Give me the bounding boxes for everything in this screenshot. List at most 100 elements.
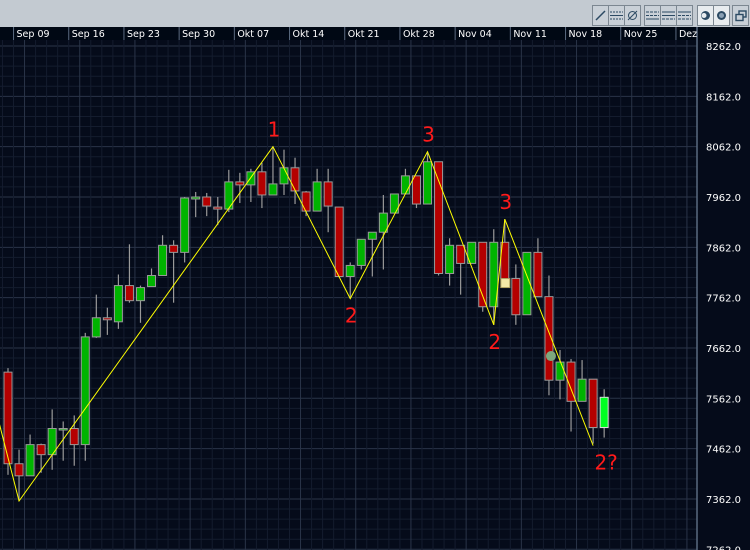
candle-body	[478, 241, 488, 308]
candle	[588, 378, 598, 444]
window-tools-group	[732, 5, 749, 26]
x-tick-label: Nov 11	[513, 29, 547, 40]
y-tick-label: 7362.0	[706, 495, 741, 506]
candle-body	[456, 244, 466, 264]
layout-tools-group	[644, 5, 693, 26]
candle	[445, 238, 455, 286]
square-marker	[500, 278, 511, 289]
candle	[478, 241, 488, 312]
grid-layout-3-button[interactable]	[677, 6, 692, 25]
circle-style-1-icon	[701, 11, 710, 20]
candle-body	[301, 191, 311, 212]
candlestick-chart: Sep 09 Sep 16 Sep 23 Sep 30 Okt 07 Okt 14 Okt …	[0, 27, 750, 550]
y-axis: 8262.0 8162.0 8062.0 7962.0 7862.0 7762.0 7662…	[706, 42, 741, 550]
no-draw-button[interactable]	[625, 6, 640, 25]
candle	[14, 449, 24, 501]
markers	[500, 278, 556, 362]
candle-body	[566, 361, 576, 402]
wave-label: 2	[488, 330, 501, 354]
circle-style-2-button[interactable]	[714, 6, 729, 25]
window-restore-button[interactable]	[733, 6, 748, 25]
wave-label: 1	[268, 118, 281, 142]
candle	[411, 175, 421, 209]
candle	[312, 168, 322, 212]
candle-body	[312, 181, 322, 212]
candle	[135, 285, 145, 323]
grid-layout-1-button[interactable]	[645, 6, 661, 25]
candle-body	[135, 287, 145, 302]
style-tools-group	[697, 5, 730, 26]
wave-label: 3	[422, 123, 435, 147]
line-draw-button[interactable]	[593, 6, 609, 25]
candle-body	[235, 181, 245, 186]
candle-body	[91, 317, 101, 338]
candle-body	[25, 444, 35, 477]
x-tick-label: Sep 09	[17, 29, 50, 40]
y-tick-label: 7462.0	[706, 445, 741, 456]
horizontal-lines-button[interactable]	[609, 6, 625, 25]
candle-body	[555, 361, 565, 381]
candle	[423, 151, 433, 205]
candle	[268, 146, 278, 196]
candle-body	[58, 428, 68, 431]
candle	[533, 238, 543, 298]
candle-body	[367, 231, 377, 240]
candle	[467, 241, 477, 264]
candle-body	[356, 238, 366, 266]
candle	[80, 332, 90, 461]
candle	[158, 235, 168, 277]
candle-body	[522, 251, 532, 316]
candle	[246, 168, 256, 203]
candle	[147, 268, 157, 288]
candle	[566, 359, 576, 432]
x-tick-label: Sep 16	[72, 29, 105, 40]
candle	[180, 196, 190, 263]
candle-body	[411, 175, 421, 205]
circle-marker	[545, 351, 556, 362]
x-tick-label: Okt 07	[237, 29, 269, 40]
candle-body	[588, 378, 598, 429]
candle-body	[268, 183, 278, 196]
candle	[323, 168, 333, 233]
candle	[456, 244, 466, 295]
candle-body	[113, 285, 123, 323]
grid-layout-1-icon	[646, 11, 659, 20]
candle-body	[533, 251, 543, 298]
line-draw-icon	[595, 10, 606, 21]
candle-body	[202, 196, 212, 207]
y-tick-label: 8062.0	[706, 143, 741, 154]
y-tick-label: 8262.0	[706, 42, 741, 53]
y-tick-label: 7762.0	[706, 294, 741, 305]
candle	[191, 191, 201, 218]
candle-body	[334, 206, 344, 278]
candles	[3, 146, 609, 501]
candle-body	[489, 241, 499, 308]
wave-label: 3	[499, 190, 512, 214]
candle-body	[544, 296, 554, 381]
candle-body	[80, 336, 90, 446]
grid-layout-2-button[interactable]	[661, 6, 677, 25]
grid-layout-2-icon	[662, 11, 675, 20]
candle	[58, 421, 68, 461]
candle-body	[191, 196, 201, 200]
candle	[389, 193, 399, 214]
candle-body	[423, 161, 433, 205]
candle-body	[69, 428, 79, 446]
candle-body	[345, 264, 355, 278]
candle-body	[279, 167, 289, 185]
candle-body	[3, 371, 13, 465]
candle	[544, 275, 554, 396]
circle-style-1-button[interactable]	[698, 6, 714, 25]
candle-body	[14, 463, 24, 477]
x-tick-label: Sep 23	[127, 29, 160, 40]
x-tick-label: Okt 28	[403, 29, 435, 40]
zigzag-overlay	[0, 145, 594, 503]
wave-labels: 1 2 3 2 3 2?	[268, 118, 618, 475]
candle-body	[246, 171, 256, 186]
drawing-tools-group	[592, 5, 641, 26]
candle	[124, 244, 134, 303]
candle	[102, 307, 112, 335]
candle	[577, 360, 587, 402]
date-axis-band	[0, 27, 750, 40]
x-axis: Sep 09 Sep 16 Sep 23 Sep 30 Okt 07 Okt 14 Okt …	[13, 27, 697, 40]
